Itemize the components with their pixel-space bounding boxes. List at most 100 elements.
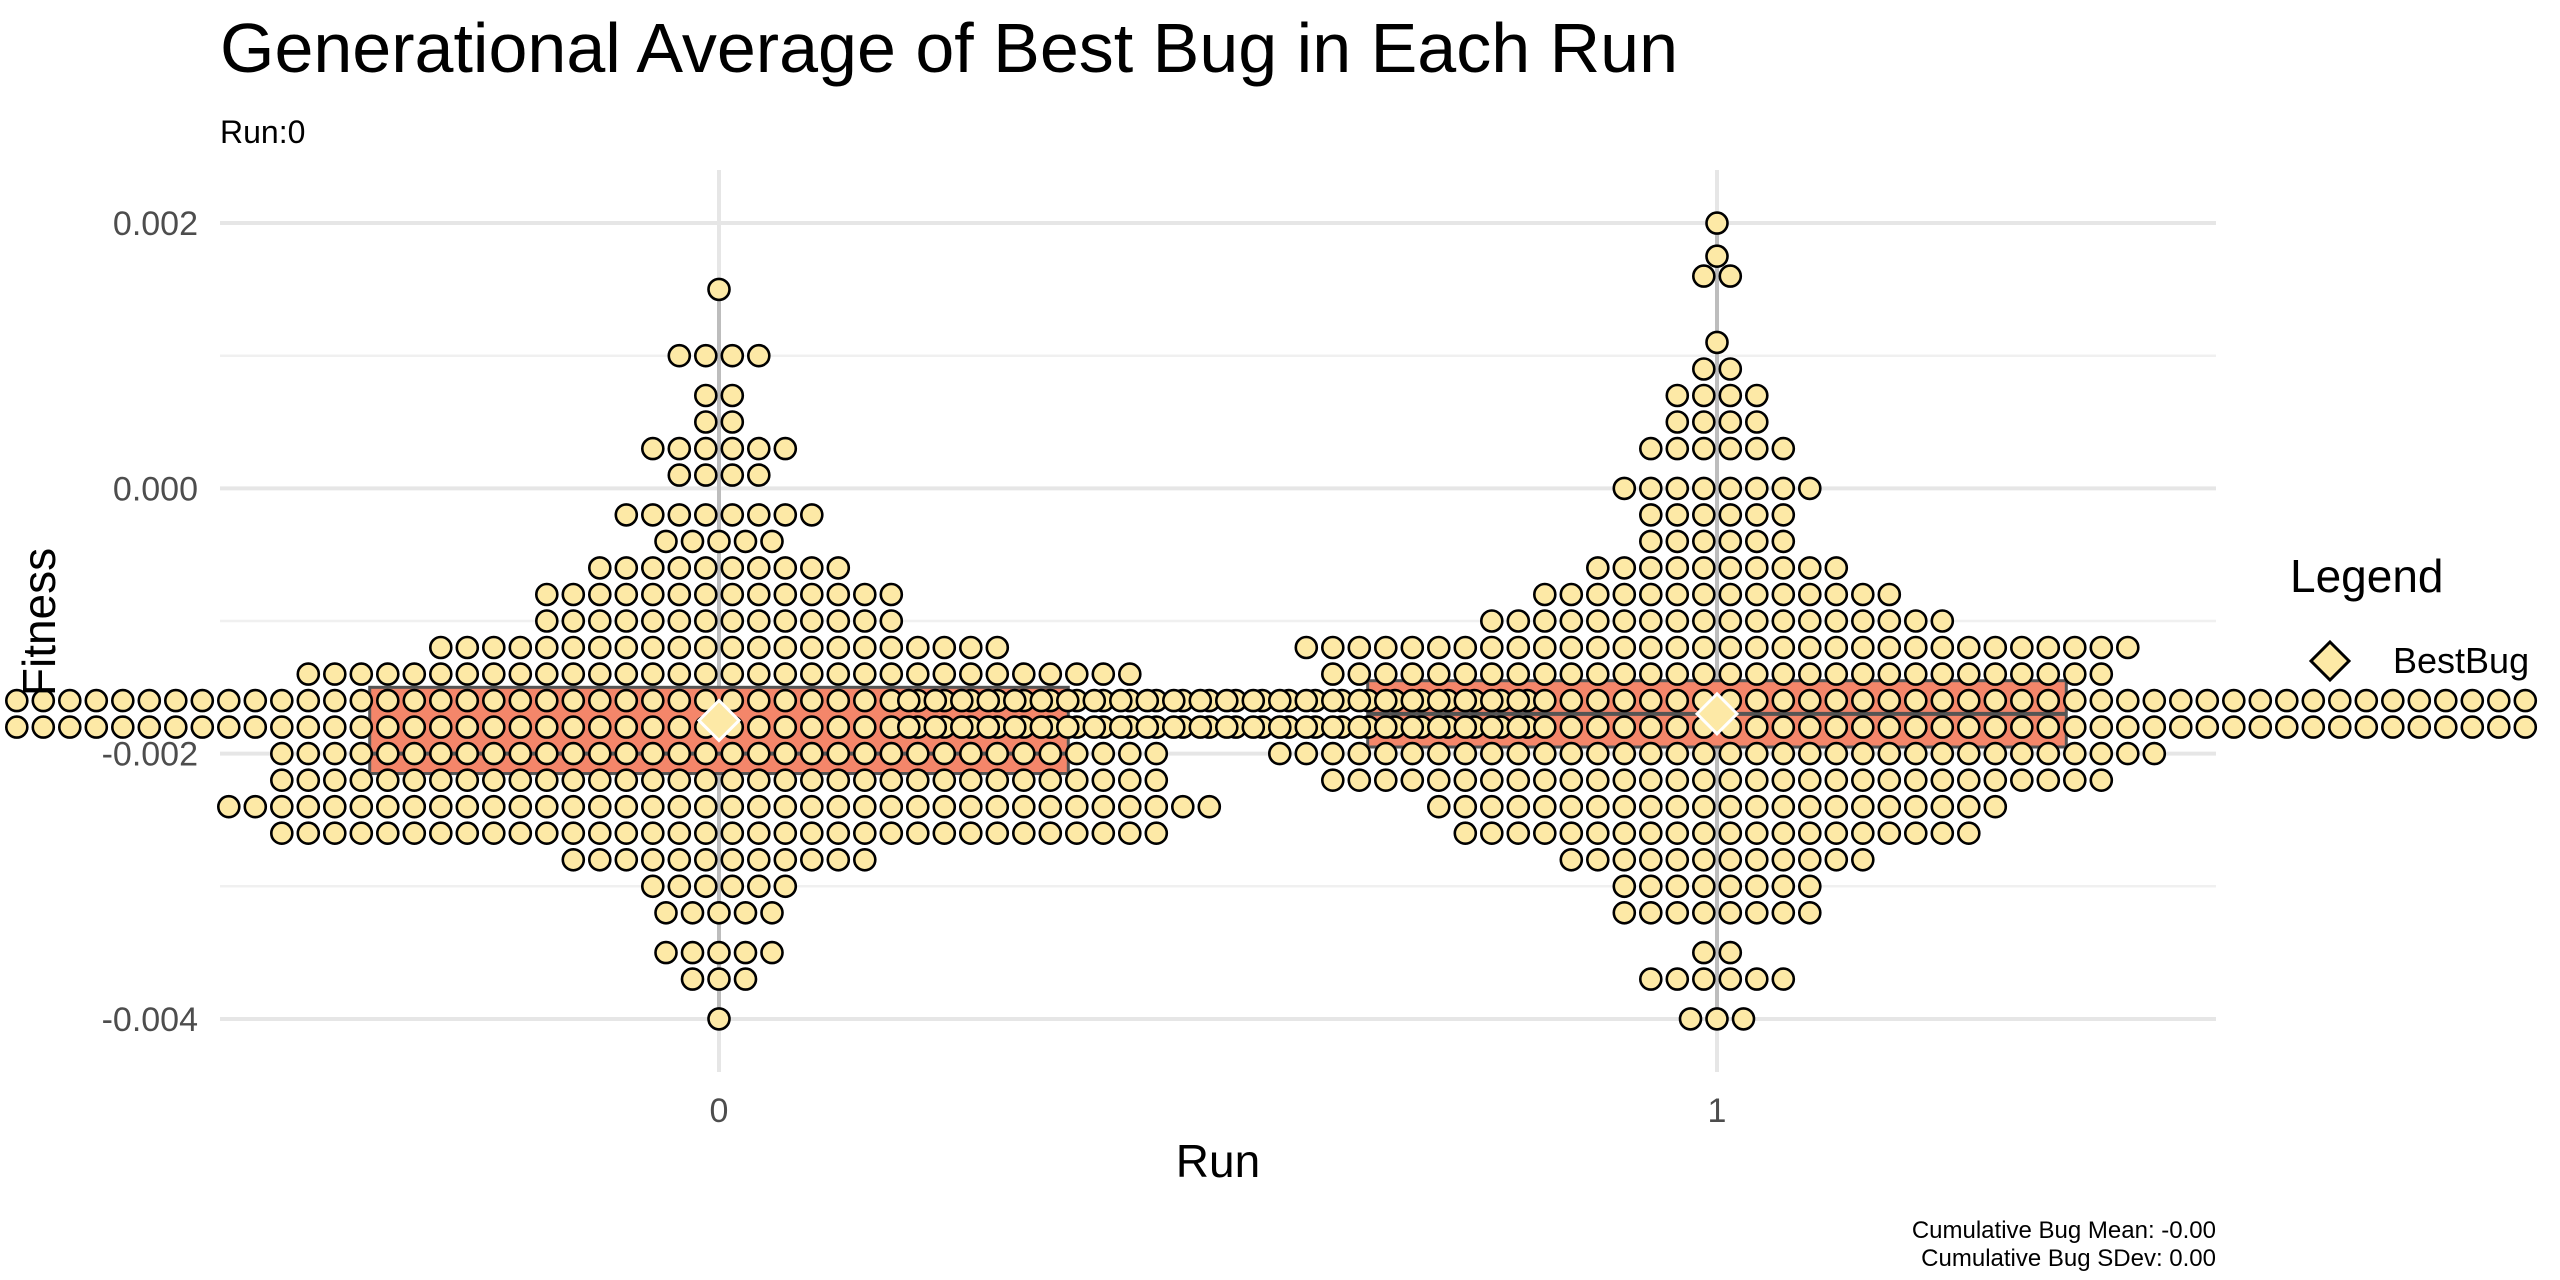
data-dot (1268, 715, 1292, 739)
data-dot (1506, 741, 1531, 766)
data-dot (2487, 715, 2511, 739)
data-dot (1374, 662, 1398, 686)
data-dot (349, 821, 374, 846)
data-dot (296, 662, 321, 686)
data-dot (640, 874, 665, 899)
data-dot (852, 847, 877, 872)
data-dot (2036, 688, 2061, 713)
data-dot (773, 715, 798, 739)
data-dot (349, 688, 374, 713)
data-dot (985, 821, 1010, 846)
data-dot (1851, 821, 1875, 846)
data-dot (1798, 741, 1822, 766)
data-dot (455, 794, 480, 819)
data-dot (1957, 741, 1981, 766)
data-dot (640, 688, 665, 713)
data-dot (1798, 609, 1822, 633)
data-dot (269, 768, 294, 793)
data-dot (1294, 688, 1319, 713)
data-dot (799, 503, 824, 527)
data-dot (733, 529, 758, 554)
data-dot (561, 768, 586, 793)
data-dot (1798, 768, 1822, 793)
data-dot (640, 741, 665, 766)
data-dot (720, 503, 745, 527)
data-dot (720, 383, 745, 408)
data-dot (1215, 688, 1239, 713)
data-dot (720, 794, 745, 819)
data-dot (1665, 874, 1690, 899)
data-dot (1745, 436, 1769, 461)
data-dot (1506, 715, 1531, 739)
data-dot (746, 821, 771, 846)
data-dot (375, 715, 400, 739)
data-dot (1118, 821, 1142, 846)
data-dot (1957, 635, 1981, 660)
data-dot (2010, 662, 2034, 686)
data-dot (1824, 662, 1849, 686)
data-dot (217, 794, 241, 819)
data-dot (614, 582, 639, 607)
data-dot (1612, 688, 1637, 713)
data-dot (2089, 768, 2114, 793)
data-dot (667, 635, 692, 660)
data-dot (481, 688, 506, 713)
data-dot (1586, 582, 1610, 607)
data-dot (1144, 768, 1169, 793)
data-dot (1011, 662, 1036, 686)
data-dot (1771, 768, 1796, 793)
data-dot (905, 794, 930, 819)
data-dot (1930, 741, 1955, 766)
data-dot (1480, 794, 1504, 819)
data-dot (455, 688, 480, 713)
caption-sdev: Cumulative Bug SDev: 0.00 (1921, 1245, 2216, 1272)
data-dot (375, 741, 400, 766)
data-dot (1771, 635, 1796, 660)
data-dot (773, 688, 798, 713)
data-dot (746, 463, 771, 487)
data-dot (1453, 741, 1478, 766)
data-dot (1639, 688, 1663, 713)
data-dot (1798, 556, 1822, 580)
data-dot (1692, 582, 1716, 607)
data-dot (1453, 768, 1478, 793)
data-dot (1877, 794, 1902, 819)
data-dot (1559, 847, 1584, 872)
data-dot (587, 556, 612, 580)
data-dot (852, 688, 877, 713)
data-dot (1771, 967, 1796, 991)
data-dot (1851, 715, 1875, 739)
data-dot (1718, 662, 1743, 686)
data-dot (746, 768, 771, 793)
data-dot (2089, 715, 2114, 739)
data-dot (587, 662, 612, 686)
data-dot (1665, 794, 1690, 819)
data-dot (1745, 556, 1769, 580)
data-dot (1091, 662, 1116, 686)
data-dot (773, 503, 798, 527)
data-dot (1374, 635, 1398, 660)
y-axis-ticks: 0.002 0.000 -0.002 -0.004 (102, 205, 198, 1039)
data-dot (1639, 503, 1663, 527)
data-dot (1082, 715, 1107, 739)
data-dot (1745, 410, 1769, 434)
data-dot (923, 688, 948, 713)
data-dot (561, 662, 586, 686)
data-dot (1109, 715, 1133, 739)
data-dot (508, 821, 533, 846)
data-dot (746, 503, 771, 527)
data-dot (1745, 582, 1769, 607)
data-dot (455, 662, 480, 686)
data-dot (1347, 741, 1372, 766)
data-dot (1400, 741, 1425, 766)
data-dot (455, 715, 480, 739)
data-dot (296, 794, 321, 819)
data-dot (1639, 662, 1663, 686)
data-dot (707, 277, 731, 302)
data-dot (1480, 662, 1504, 686)
data-dot (1718, 741, 1743, 766)
data-dot (667, 794, 692, 819)
data-dot (2010, 768, 2034, 793)
